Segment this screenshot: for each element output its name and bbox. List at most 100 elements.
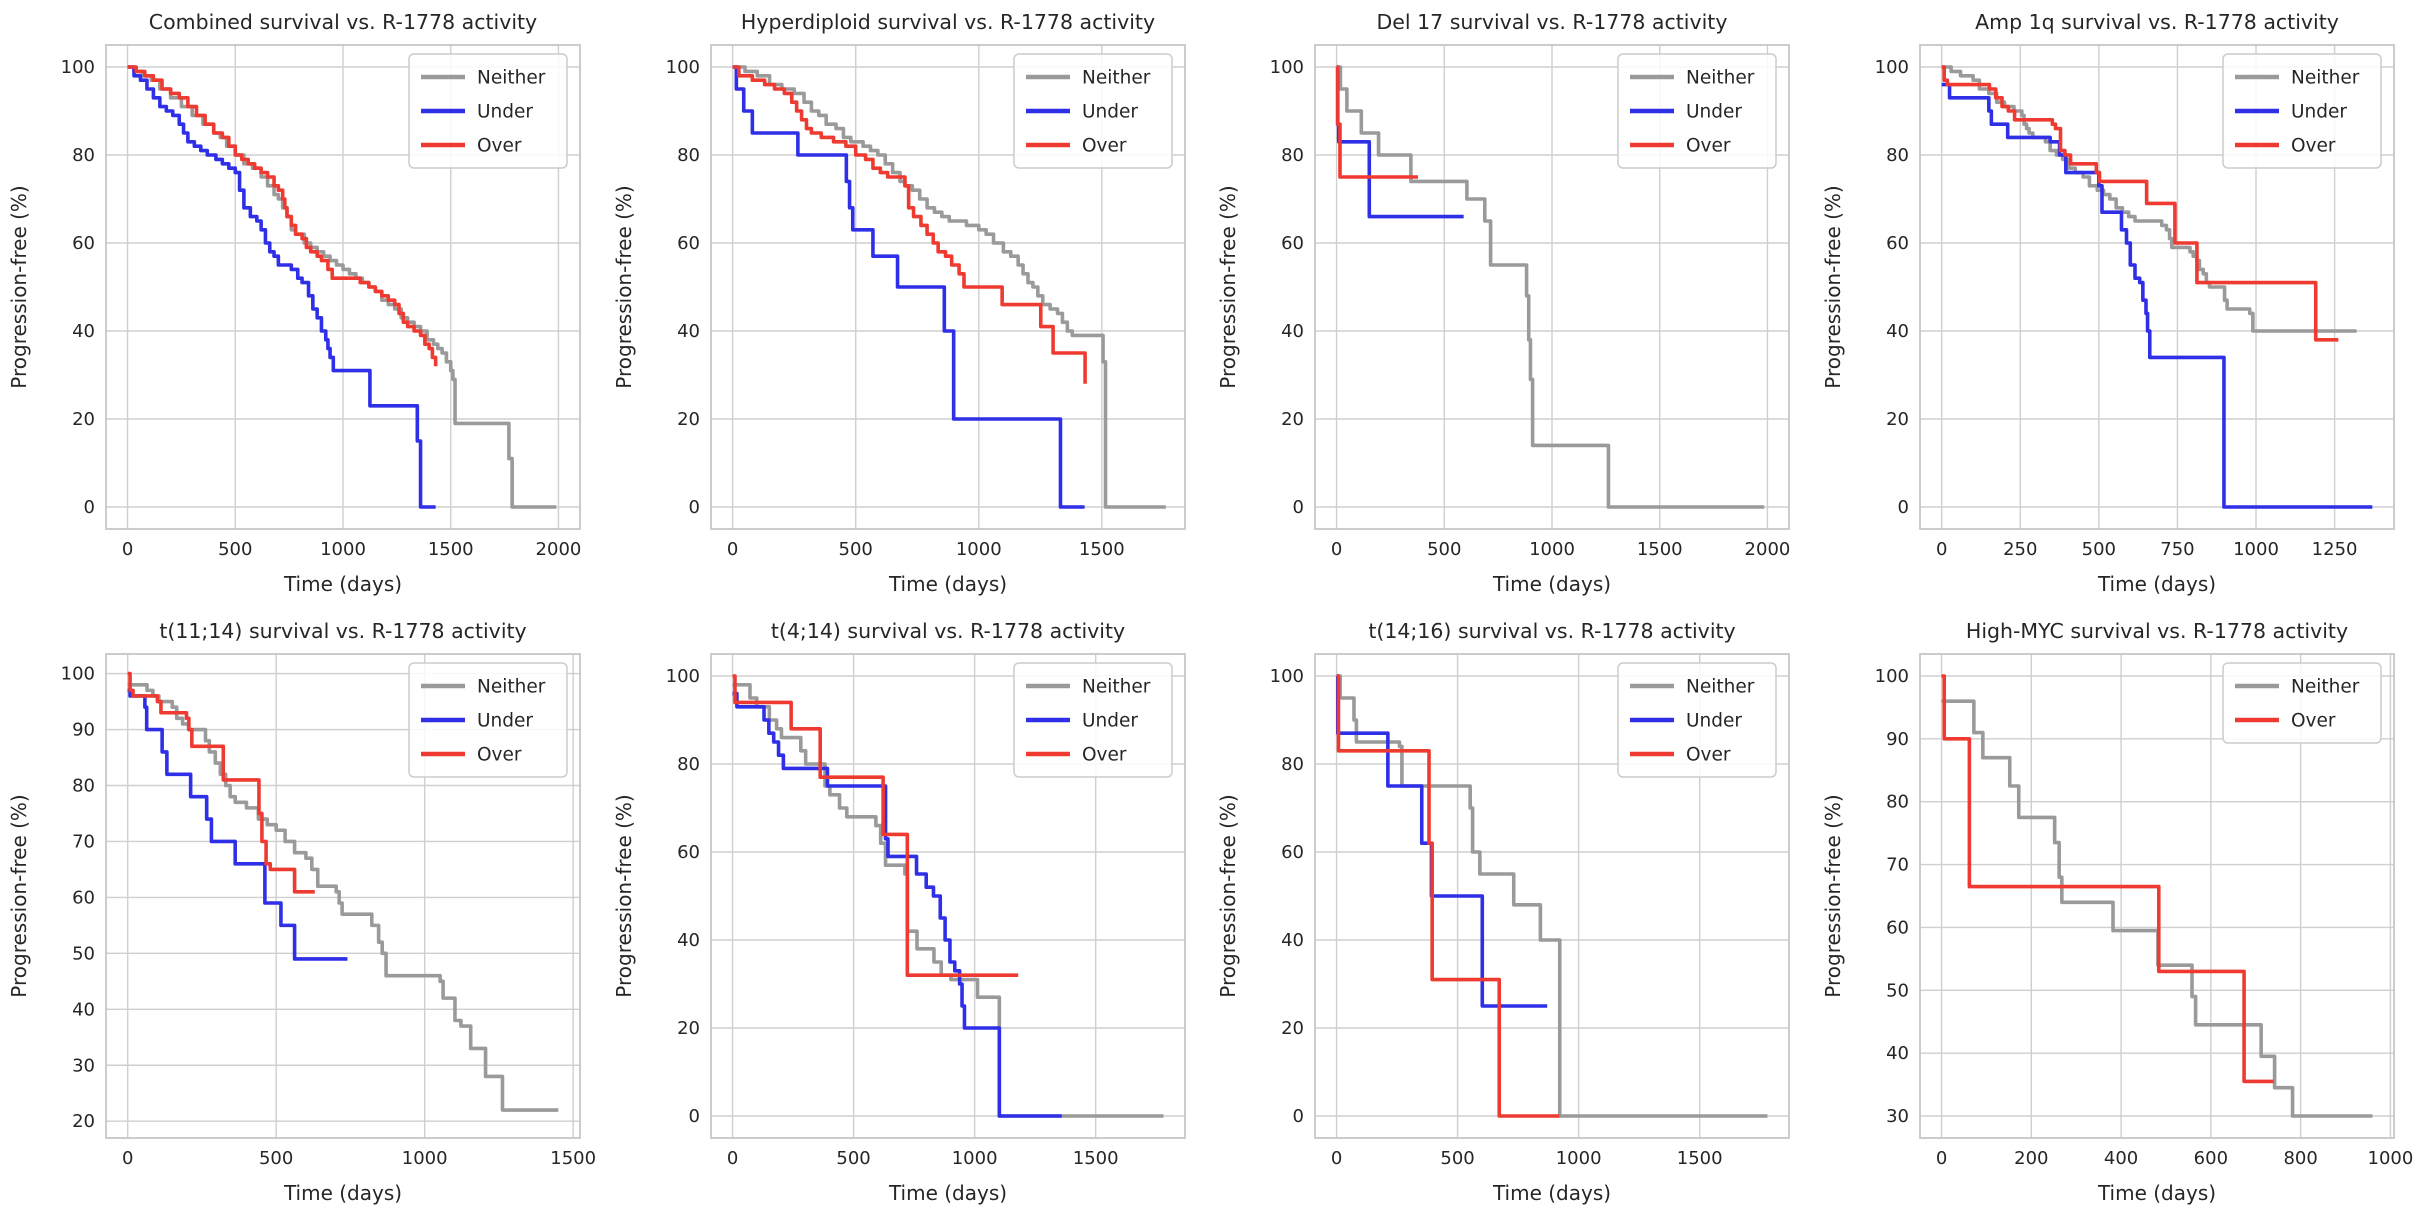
y-tick-label: 60 <box>1886 233 1909 254</box>
survival-chart-t4-14: 0 500 1000 1500 0 20 40 60 80 100 t(4;14) survival… <box>612 619 1186 1205</box>
y-axis-label: Progression-free (%) <box>1216 185 1240 388</box>
legend-box <box>1617 662 1777 778</box>
y-tick-label: 80 <box>1281 754 1304 775</box>
y-tick-label: 30 <box>1886 1106 1909 1127</box>
legend-box <box>408 53 568 169</box>
x-axis-label: Time (days) <box>1492 572 1611 596</box>
x-axis-label: Time (days) <box>887 1181 1006 1205</box>
chart-title: t(11;14) survival vs. R-1778 activity <box>159 619 526 643</box>
series-line-over <box>127 65 438 367</box>
legend-label-neither: Neither <box>1082 677 1151 698</box>
x-tick-label: 500 <box>218 539 252 560</box>
legend-label-over: Over <box>2291 711 2336 732</box>
y-axis-label: Progression-free (%) <box>1821 185 1845 388</box>
y-tick-label: 0 <box>1293 497 1304 518</box>
y-tick-label: 40 <box>1886 321 1909 342</box>
legend-label-neither: Neither <box>2291 68 2360 89</box>
y-tick-label: 20 <box>1281 1018 1304 1039</box>
y-tick-label: 100 <box>1874 666 1908 687</box>
y-tick-label: 40 <box>1281 321 1304 342</box>
y-tick-label: 0 <box>1293 1106 1304 1127</box>
x-tick-label: 0 <box>726 1148 737 1169</box>
x-tick-label: 200 <box>2014 1148 2048 1169</box>
series-line-neither <box>127 682 559 1112</box>
x-tick-label: 800 <box>2283 1148 2317 1169</box>
y-tick-label: 20 <box>72 409 95 430</box>
series-line-under <box>127 65 436 509</box>
y-tick-label: 40 <box>677 930 700 951</box>
legend-label-neither: Neither <box>477 677 546 698</box>
axes-frame <box>1918 44 2395 530</box>
series-line-under <box>127 688 348 961</box>
series-line-over <box>1941 674 2274 1084</box>
y-tick-label: 70 <box>72 831 95 852</box>
series-line-over <box>732 674 1018 977</box>
x-tick-label: 600 <box>2193 1148 2227 1169</box>
x-tick-label: 500 <box>838 539 872 560</box>
y-tick-label: 60 <box>72 233 95 254</box>
legend-label-under: Under <box>1686 102 1742 123</box>
chart-cell-amp1q: 0 250 500 750 1000 1250 0 20 40 60 80 100 Amp 1q sur… <box>1814 0 2418 609</box>
y-tick-label: 100 <box>61 57 95 78</box>
chart-cell-t11-14: 0 500 1000 1500 20 30 40 50 60 70 80 90 100 t(11;14) … <box>0 609 605 1218</box>
series-line-neither <box>1941 65 2357 333</box>
legend-label-over: Over <box>1686 136 1731 157</box>
legend-label-under: Under <box>477 102 533 123</box>
y-tick-label: 0 <box>84 497 95 518</box>
x-axis-label: Time (days) <box>283 1181 402 1205</box>
legend-label-over: Over <box>1082 745 1127 766</box>
x-tick-label: 0 <box>726 539 737 560</box>
y-tick-label: 60 <box>72 887 95 908</box>
y-axis-label: Progression-free (%) <box>612 185 636 388</box>
x-axis-label: Time (days) <box>2096 572 2215 596</box>
series-line-neither <box>1941 699 2372 1118</box>
chart-title: t(4;14) survival vs. R-1778 activity <box>770 619 1124 643</box>
x-tick-label: 0 <box>1935 1148 1946 1169</box>
legend-label-neither: Neither <box>1686 677 1755 698</box>
x-axis-label: Time (days) <box>1492 1181 1611 1205</box>
series-line-over <box>1941 65 2338 342</box>
y-tick-label: 100 <box>1270 666 1304 687</box>
y-tick-label: 60 <box>677 233 700 254</box>
y-axis-label: Progression-free (%) <box>7 794 31 997</box>
legend-label-under: Under <box>1082 711 1138 732</box>
series-line-over <box>1336 674 1560 1118</box>
y-tick-label: 60 <box>1886 917 1909 938</box>
legend-label-over: Over <box>1082 136 1127 157</box>
y-tick-label: 50 <box>1886 980 1909 1001</box>
series-line-under <box>732 65 1085 509</box>
chart-cell-del17: 0 500 1000 1500 2000 0 20 40 60 80 100 Del 17 survi… <box>1209 0 1814 609</box>
x-axis-label: Time (days) <box>283 572 402 596</box>
legend-label-neither: Neither <box>477 68 546 89</box>
y-tick-label: 80 <box>1281 145 1304 166</box>
chart-title: High-MYC survival vs. R-1778 activity <box>1965 619 2347 643</box>
y-tick-label: 100 <box>61 664 95 685</box>
y-tick-label: 40 <box>72 321 95 342</box>
chart-cell-high-myc: 0 200 400 600 800 1000 30 40 50 60 70 80 90 100 High-M… <box>1814 609 2418 1218</box>
y-tick-label: 100 <box>1270 57 1304 78</box>
y-tick-label: 60 <box>677 842 700 863</box>
x-tick-label: 1500 <box>550 1148 596 1169</box>
y-tick-label: 40 <box>72 999 95 1020</box>
y-axis-label: Progression-free (%) <box>612 794 636 997</box>
x-tick-label: 500 <box>1427 539 1461 560</box>
y-tick-label: 80 <box>677 754 700 775</box>
legend-label-over: Over <box>1686 745 1731 766</box>
survival-chart-t14-16: 0 500 1000 1500 0 20 40 60 80 100 t(14;16) surviva… <box>1216 619 1790 1205</box>
y-tick-label: 90 <box>72 720 95 741</box>
x-tick-label: 500 <box>1440 1148 1474 1169</box>
x-tick-label: 1000 <box>320 539 366 560</box>
chart-title: Combined survival vs. R-1778 activity <box>149 10 537 34</box>
x-tick-label: 750 <box>2160 539 2194 560</box>
axes-frame <box>1314 44 1790 530</box>
legend-box <box>2221 662 2382 744</box>
y-tick-label: 100 <box>1874 57 1908 78</box>
series-line-under <box>1941 82 2372 509</box>
series-line-neither <box>732 65 1166 509</box>
chart-title: t(14;16) survival vs. R-1778 activity <box>1368 619 1735 643</box>
legend-box <box>1617 53 1777 169</box>
survival-chart-hyperdiploid: 0 500 1000 1500 0 20 40 60 80 100 Hyperdiploid sur… <box>612 10 1186 596</box>
x-tick-label: 2000 <box>1745 539 1791 560</box>
x-tick-label: 1000 <box>1556 1148 1602 1169</box>
x-tick-label: 0 <box>122 1148 133 1169</box>
